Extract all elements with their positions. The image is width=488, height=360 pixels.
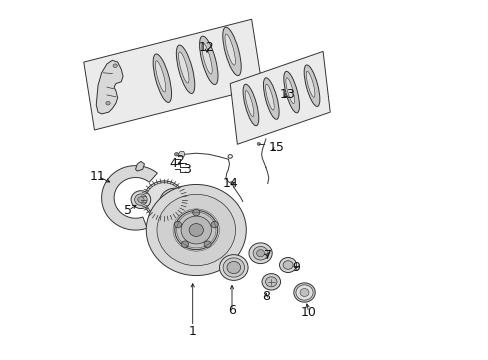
Ellipse shape (181, 241, 188, 247)
Polygon shape (230, 51, 329, 144)
Ellipse shape (244, 91, 253, 117)
Text: 8: 8 (262, 289, 269, 303)
Text: 15: 15 (268, 141, 284, 154)
Ellipse shape (256, 249, 264, 257)
Text: 12: 12 (199, 41, 214, 54)
Ellipse shape (257, 143, 260, 145)
Ellipse shape (153, 54, 171, 102)
Ellipse shape (265, 84, 274, 110)
Text: 5: 5 (124, 204, 132, 217)
Text: 7: 7 (263, 248, 271, 261)
Ellipse shape (295, 285, 312, 300)
Ellipse shape (253, 247, 267, 260)
Ellipse shape (285, 78, 294, 104)
Ellipse shape (263, 78, 279, 119)
Ellipse shape (157, 194, 235, 266)
Ellipse shape (243, 84, 258, 126)
Polygon shape (135, 161, 144, 171)
Ellipse shape (223, 27, 241, 76)
Ellipse shape (176, 45, 194, 94)
Polygon shape (102, 166, 157, 230)
Ellipse shape (283, 71, 299, 113)
Ellipse shape (293, 283, 315, 302)
Ellipse shape (305, 71, 314, 97)
Ellipse shape (202, 43, 212, 74)
Ellipse shape (160, 188, 190, 216)
Ellipse shape (163, 192, 186, 212)
Ellipse shape (211, 221, 218, 228)
Ellipse shape (300, 289, 308, 296)
Text: 6: 6 (227, 304, 235, 317)
Ellipse shape (248, 243, 272, 264)
Ellipse shape (199, 36, 218, 85)
Ellipse shape (279, 257, 296, 273)
Text: 13: 13 (279, 88, 295, 101)
Ellipse shape (138, 197, 144, 203)
Ellipse shape (203, 241, 211, 247)
Text: 4: 4 (169, 157, 177, 170)
Text: 2: 2 (176, 154, 184, 167)
Ellipse shape (131, 191, 150, 208)
Ellipse shape (146, 184, 246, 275)
Ellipse shape (113, 64, 117, 67)
Ellipse shape (189, 224, 203, 237)
Text: 14: 14 (222, 177, 238, 190)
Ellipse shape (283, 261, 292, 269)
Ellipse shape (175, 210, 217, 249)
Ellipse shape (223, 258, 244, 277)
Ellipse shape (134, 194, 147, 205)
Ellipse shape (262, 274, 280, 290)
Text: 3: 3 (183, 163, 190, 176)
Text: 11: 11 (90, 170, 106, 183)
Ellipse shape (192, 209, 200, 216)
Ellipse shape (167, 196, 182, 208)
Ellipse shape (155, 61, 165, 92)
Polygon shape (96, 60, 123, 114)
Ellipse shape (219, 255, 247, 280)
Polygon shape (83, 19, 262, 130)
Text: 10: 10 (300, 306, 316, 319)
Ellipse shape (143, 181, 184, 219)
Ellipse shape (174, 153, 179, 156)
Ellipse shape (181, 216, 211, 244)
Polygon shape (178, 152, 184, 157)
Ellipse shape (224, 34, 235, 65)
Text: 1: 1 (188, 325, 196, 338)
Ellipse shape (304, 65, 319, 107)
Ellipse shape (178, 52, 188, 83)
Ellipse shape (174, 221, 181, 228)
Ellipse shape (106, 102, 110, 105)
Ellipse shape (226, 261, 240, 274)
Ellipse shape (265, 277, 276, 287)
Text: 9: 9 (292, 261, 300, 274)
